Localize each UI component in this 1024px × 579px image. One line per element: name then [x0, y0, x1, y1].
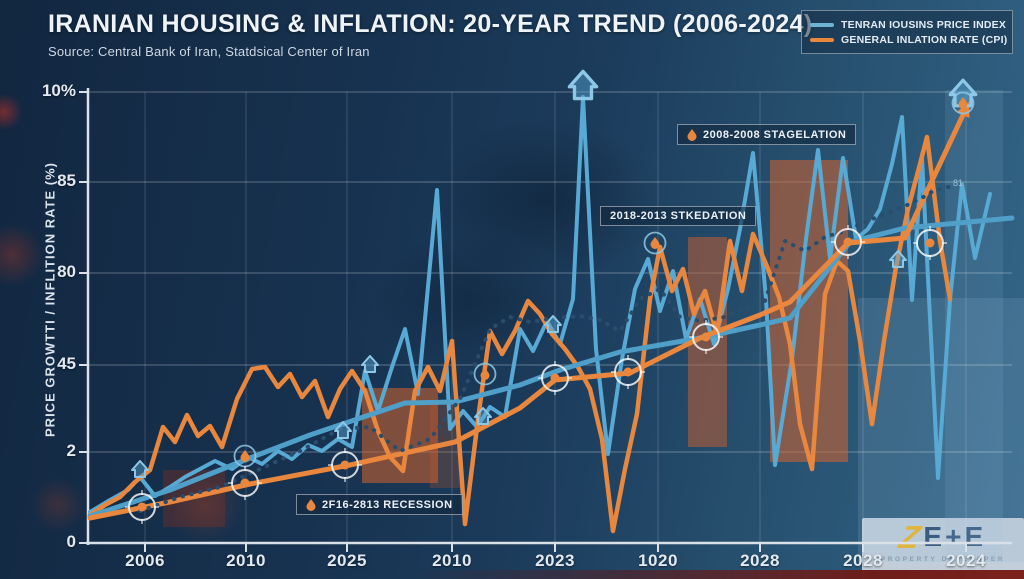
annotation-stagflation-2008: 2008-2008 STAGELATION	[677, 124, 857, 145]
x-tick-label: 2023	[535, 551, 575, 570]
background-band	[945, 90, 1003, 562]
series-housing-trend-line	[87, 215, 1015, 519]
highlight-band	[163, 470, 225, 527]
annotation-text: 2018-2013 STKEDATION	[610, 210, 747, 222]
trend-arrowhead	[956, 101, 970, 118]
house-icon	[889, 250, 907, 268]
circle-marker-dot	[137, 502, 147, 512]
circle-marker-dot	[550, 373, 560, 383]
x-tick-label: 2024	[946, 551, 986, 570]
highlight-band	[430, 402, 460, 488]
circle-marker-dot	[843, 237, 853, 247]
annotation-text: 2F16-2813 RECESSION	[322, 498, 453, 511]
house-icon	[131, 460, 149, 478]
highlight-band	[362, 388, 438, 483]
series-general-inflation-rate-jagged	[87, 134, 953, 534]
y-tick-label: 45	[57, 354, 76, 373]
x-tick-label: 2028	[843, 551, 883, 570]
y-tick-label: 2	[66, 441, 76, 460]
logo-z-icon: Z	[896, 519, 924, 555]
inflation-series-swatch	[810, 37, 834, 42]
y-tick-label: 85	[57, 171, 76, 190]
logo-subtitle: PROPERTY DEVELOPER	[880, 556, 1006, 563]
circle-marker	[331, 451, 359, 479]
logo-letters: E+E	[923, 521, 987, 552]
house-icon	[361, 355, 379, 373]
flame-marker-ring	[233, 444, 257, 468]
legend-item-housing: TENRAN IOUSINS PRICE INDEX	[810, 17, 1007, 32]
circle-marker-dot	[340, 460, 350, 470]
series-inflation-trend-line	[87, 112, 966, 521]
flame-icon	[650, 237, 660, 249]
flame-icon	[480, 368, 490, 380]
annotation-stagnation-2018: 2018-2013 STKEDATION	[600, 206, 757, 226]
annotation-text: 2008-2008 STAGELATION	[703, 128, 847, 141]
series	[87, 95, 1015, 534]
circle-marker-dot	[925, 238, 935, 248]
house-icon	[474, 407, 492, 425]
circle-marker-dot	[701, 332, 711, 342]
circle-marker	[692, 323, 720, 351]
source-caption: Source: Central Bank of Iran, Statdsical…	[48, 44, 370, 59]
legend-item-inflation: GENERAL INLATION RATE (CPI)	[810, 32, 1008, 47]
y-tick-label: 0	[66, 532, 76, 551]
circle-marker	[834, 228, 862, 256]
circle-marker	[916, 229, 944, 257]
circle-marker-dot	[623, 367, 633, 377]
x-tick-label: 1020	[638, 551, 678, 570]
bottom-red-strip	[0, 570, 1024, 579]
legend-box: TENRAN IOUSINS PRICE INDEX GENERAL INLAT…	[801, 10, 1013, 54]
flame-icon	[240, 450, 250, 462]
x-tick-label: 2006	[125, 551, 165, 570]
house-icon	[567, 69, 599, 101]
background-bands	[858, 90, 1024, 562]
series-tehran-housing-price-index-jagged	[88, 95, 992, 514]
circle-marker-dot	[240, 478, 250, 488]
flame-marker-ring	[473, 362, 497, 386]
circle-marker	[541, 364, 569, 392]
y-tick-label: 80	[57, 262, 76, 281]
flame-icon	[958, 97, 968, 109]
flame-icon	[306, 499, 316, 511]
x-tick-label: 2010	[432, 551, 472, 570]
x-tick-label: 2025	[327, 551, 367, 570]
logo-row: Z E+E	[862, 519, 1024, 555]
x-tick-label: 2028	[740, 551, 780, 570]
circle-marker	[614, 358, 642, 386]
highlight-band	[770, 160, 848, 462]
x-tick-label: 2010	[226, 551, 266, 570]
page-title: IRANIAN HOUSING & INFLATION: 20-YEAR TRE…	[48, 10, 813, 38]
axes	[79, 88, 1012, 552]
flame-marker-ring	[951, 91, 975, 115]
flame-icon	[687, 129, 697, 141]
house-icon	[544, 315, 562, 333]
series-long-term-dotted-trend	[138, 184, 955, 513]
house-icon	[948, 78, 978, 108]
legend-label-housing: TENRAN IOUSINS PRICE INDEX	[841, 18, 1007, 31]
flame-marker-ring	[643, 231, 667, 255]
gridlines	[88, 91, 1012, 544]
housing-series-swatch	[810, 22, 834, 27]
highlight-band	[688, 237, 727, 447]
annotation-recession-2016: 2F16-2813 RECESSION	[296, 494, 463, 515]
house-icon	[334, 421, 352, 439]
circle-marker	[128, 493, 156, 521]
mini-data-label: 81	[953, 178, 963, 188]
legend-label-inflation: GENERAL INLATION RATE (CPI)	[841, 33, 1008, 46]
y-tick-label: 10%	[41, 81, 76, 100]
circle-marker	[231, 469, 259, 497]
